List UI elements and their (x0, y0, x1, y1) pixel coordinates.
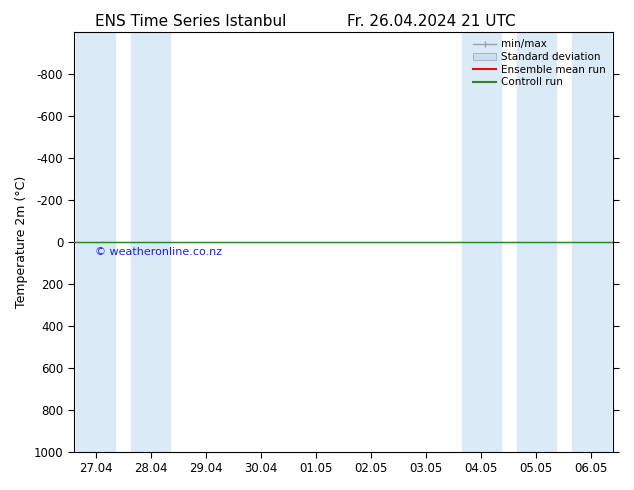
Text: ENS Time Series Istanbul: ENS Time Series Istanbul (94, 14, 286, 29)
Bar (131, 32, 170, 452)
Bar (76, 32, 115, 452)
Bar (572, 32, 611, 452)
Bar (517, 32, 555, 452)
Text: Fr. 26.04.2024 21 UTC: Fr. 26.04.2024 21 UTC (347, 14, 515, 29)
Text: © weatheronline.co.nz: © weatheronline.co.nz (95, 247, 223, 257)
Title: ENS Time Series Istanbul    Fr. 26.04.2024 21 UTC: ENS Time Series Istanbul Fr. 26.04.2024 … (0, 489, 1, 490)
Legend: min/max, Standard deviation, Ensemble mean run, Controll run: min/max, Standard deviation, Ensemble me… (471, 37, 608, 89)
Y-axis label: Temperature 2m (°C): Temperature 2m (°C) (15, 176, 28, 308)
Bar (462, 32, 500, 452)
